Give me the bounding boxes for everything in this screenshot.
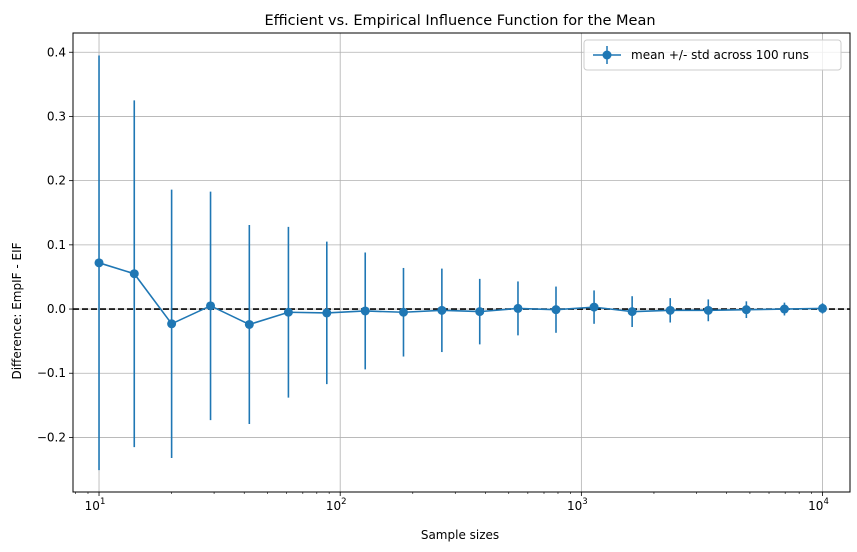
y-tick-label: 0.1 xyxy=(47,238,66,252)
data-point xyxy=(437,305,447,315)
data-point xyxy=(244,319,254,329)
x-tick-label-base: 10 xyxy=(326,499,341,513)
x-tick-label: 104 xyxy=(808,497,829,513)
x-tick-label-exponent: 1 xyxy=(100,497,105,507)
data-point xyxy=(398,307,408,317)
x-tick-label-base: 10 xyxy=(567,499,582,513)
data-point xyxy=(627,307,637,317)
y-tick-label: 0.4 xyxy=(47,45,66,59)
data-point xyxy=(589,302,599,312)
y-tick-label: −0.2 xyxy=(37,430,66,444)
x-tick-label-exponent: 2 xyxy=(341,497,346,507)
plot-frame xyxy=(72,32,851,493)
data-point xyxy=(167,319,177,329)
data-point xyxy=(360,306,370,316)
data-point xyxy=(94,258,104,268)
data-point xyxy=(818,303,828,313)
x-tick-label-exponent: 4 xyxy=(823,497,828,507)
data-point xyxy=(283,307,293,317)
y-tick-label: −0.1 xyxy=(37,366,66,380)
legend-label: mean +/- std across 100 runs xyxy=(631,48,809,62)
plot-series xyxy=(94,55,828,471)
data-point xyxy=(129,269,139,279)
y-axis-label: Difference: EmpIF - EIF xyxy=(10,242,24,379)
x-axis-label: Sample sizes xyxy=(421,528,499,542)
series-line xyxy=(98,262,823,326)
x-tick-label-base: 10 xyxy=(85,499,100,513)
y-tick-label: 0.2 xyxy=(47,174,66,188)
data-point xyxy=(551,305,561,315)
x-tick-label: 102 xyxy=(326,497,347,513)
data-point xyxy=(779,304,789,314)
x-tick-label-base: 10 xyxy=(808,499,823,513)
legend: mean +/- std across 100 runs xyxy=(583,39,842,71)
data-point xyxy=(665,305,675,315)
y-axis-ticks: −0.2 −0.1 0.0 0.1 0.2 0.3 0.4 xyxy=(37,45,73,444)
x-tick-label-exponent: 3 xyxy=(582,497,587,507)
data-point xyxy=(206,301,216,311)
x-tick-label: 101 xyxy=(85,497,106,513)
data-point xyxy=(322,308,332,318)
data-point xyxy=(475,307,485,317)
legend-box xyxy=(583,39,842,71)
data-point xyxy=(703,305,713,315)
x-tick-label: 103 xyxy=(567,497,588,513)
x-axis-ticks: 101 102 103 104 xyxy=(75,492,829,513)
data-point xyxy=(741,305,751,315)
legend-point-marker xyxy=(602,50,612,60)
y-tick-label: 0.0 xyxy=(47,302,66,316)
chart-title: Efficient vs. Empirical Influence Functi… xyxy=(264,13,655,29)
y-tick-label: 0.3 xyxy=(47,109,66,123)
data-point xyxy=(513,303,523,313)
